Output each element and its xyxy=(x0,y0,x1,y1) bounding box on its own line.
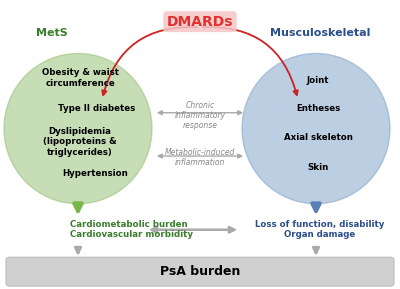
Text: Entheses: Entheses xyxy=(296,104,340,113)
FancyBboxPatch shape xyxy=(6,257,394,286)
Text: MetS: MetS xyxy=(36,28,68,38)
Text: Chronic
inflammatory
response: Chronic inflammatory response xyxy=(174,101,226,131)
FancyArrowPatch shape xyxy=(74,203,82,211)
Ellipse shape xyxy=(242,53,390,204)
FancyArrowPatch shape xyxy=(152,227,234,233)
FancyArrowPatch shape xyxy=(312,203,320,211)
FancyArrowPatch shape xyxy=(102,27,197,95)
Text: Axial skeleton: Axial skeleton xyxy=(284,133,352,142)
Text: Type II diabetes: Type II diabetes xyxy=(58,104,135,113)
Text: Joint: Joint xyxy=(307,76,329,86)
Text: Skin: Skin xyxy=(307,163,329,172)
FancyArrowPatch shape xyxy=(75,247,81,253)
Text: Hypertension: Hypertension xyxy=(62,169,128,178)
Text: Loss of function, disability
Organ damage: Loss of function, disability Organ damag… xyxy=(255,220,385,240)
Text: Cardiometabolic burden
Cardiovascular morbidity: Cardiometabolic burden Cardiovascular mo… xyxy=(70,220,193,240)
FancyArrowPatch shape xyxy=(203,27,298,95)
Text: DMARDs: DMARDs xyxy=(167,15,233,29)
Text: Obesity & waist
circumference: Obesity & waist circumference xyxy=(42,68,118,88)
Text: Metabolic-induced
inflammation: Metabolic-induced inflammation xyxy=(165,148,235,167)
Text: PsA burden: PsA burden xyxy=(160,265,240,278)
Text: Dyslipidemia
(lipoproteins &
triglycerides): Dyslipidemia (lipoproteins & triglycerid… xyxy=(43,127,117,157)
FancyArrowPatch shape xyxy=(158,154,242,158)
Text: Musculoskeletal: Musculoskeletal xyxy=(270,28,370,38)
FancyArrowPatch shape xyxy=(313,247,319,253)
Ellipse shape xyxy=(4,53,152,204)
FancyArrowPatch shape xyxy=(158,111,242,115)
